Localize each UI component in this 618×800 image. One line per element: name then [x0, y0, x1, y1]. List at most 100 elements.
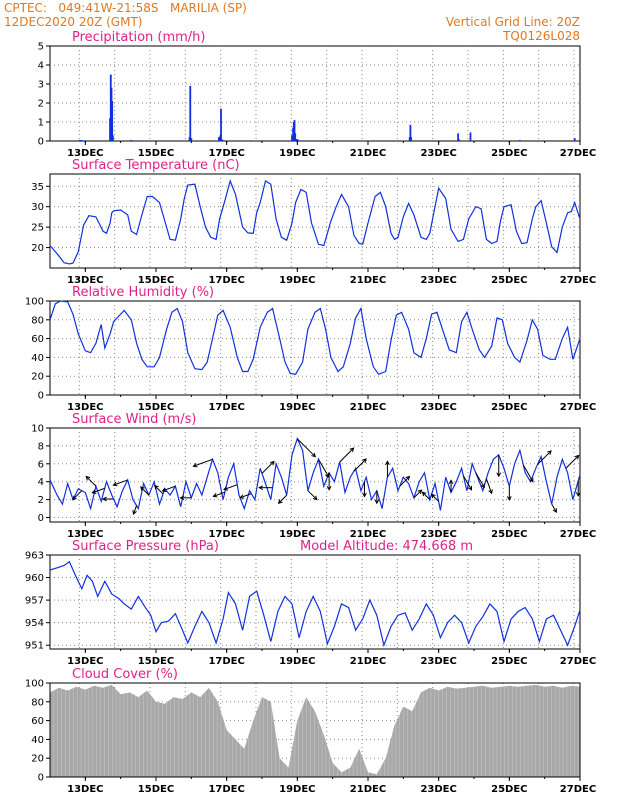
- series-line-temp: [49, 178, 581, 265]
- precip-bar: [189, 85, 192, 141]
- wind-arrow: [258, 485, 273, 491]
- wind-arrow-head: [430, 493, 436, 499]
- wind-arrow: [462, 475, 473, 491]
- wind-arrow-head: [212, 493, 218, 498]
- wind-arrow-head: [506, 496, 512, 501]
- wind-arrow: [506, 486, 512, 501]
- precip-bar: [81, 140, 84, 141]
- x-tick-label: 15DEC: [138, 402, 174, 413]
- precip-bar: [457, 133, 459, 141]
- y-tick-label: 2: [38, 99, 44, 110]
- header-gridline: Vertical Grid Line: 20Z: [445, 15, 580, 29]
- wind-arrow-shaft: [431, 494, 440, 502]
- y-tick-label: 6: [38, 459, 44, 470]
- y-tick-label: 100: [25, 679, 44, 690]
- wind-arrow-head: [349, 447, 355, 453]
- precip-bar: [293, 120, 296, 141]
- y-tick-label: 0: [38, 137, 44, 148]
- wind-arrow-head: [574, 454, 580, 460]
- x-tick-label: 15DEC: [138, 275, 174, 286]
- x-tick-label: 17DEC: [208, 402, 244, 413]
- panel-frame: [49, 173, 581, 269]
- wind-arrow-shaft: [353, 458, 367, 472]
- header-model-code: TQ0126L028: [503, 29, 580, 43]
- x-tick-label: 23DEC: [420, 529, 456, 540]
- y-tick-label: 3: [38, 80, 44, 91]
- precip-bar: [519, 140, 521, 141]
- wind-arrow-shaft: [140, 486, 150, 496]
- wind-arrow-shaft: [261, 461, 275, 474]
- x-tick-label: 25DEC: [491, 656, 527, 667]
- wind-arrow: [277, 494, 288, 505]
- wind-arrow: [261, 460, 275, 474]
- precip-bar: [291, 135, 293, 141]
- wind-arrow: [296, 438, 317, 458]
- x-tick-label: 17DEC: [208, 529, 244, 540]
- x-tick-label: 25DEC: [491, 148, 527, 159]
- x-tick-label: 23DEC: [420, 148, 456, 159]
- wind-arrow-head: [112, 481, 118, 487]
- precip-bar: [111, 135, 114, 141]
- wind-arrow: [85, 475, 97, 487]
- y-tick-label: 8: [38, 441, 44, 452]
- wind-arrow-shaft: [240, 493, 252, 499]
- x-tick-label: 25DEC: [491, 275, 527, 286]
- y-tick-label: 80: [31, 697, 44, 708]
- wind-arrow-head: [312, 495, 318, 501]
- panel-frame: [49, 45, 581, 142]
- wind-arrow-shaft: [422, 491, 431, 500]
- wind-arrow-head: [258, 485, 264, 491]
- precip-bar: [410, 137, 413, 141]
- wind-arrow-head: [362, 492, 367, 498]
- x-tick-label: 13DEC: [67, 402, 103, 413]
- wind-arrow-shaft: [339, 447, 354, 463]
- panel-temp: 20 25 30 35 13DEC 15DEC 17DEC 19DEC 21DEC 23DEC 25…: [31, 158, 596, 286]
- precip-bar: [80, 140, 83, 141]
- panel-title: Surface Temperature (nC): [72, 158, 240, 173]
- wind-arrow-shaft: [154, 485, 164, 495]
- wind-arrow-head: [153, 484, 159, 490]
- wind-arrow: [475, 472, 485, 489]
- x-tick-label: 21DEC: [350, 656, 386, 667]
- wind-arrow-shaft: [318, 459, 330, 478]
- wind-arrow-head: [552, 508, 557, 514]
- y-tick-label: 5: [38, 42, 44, 53]
- wind-arrow: [385, 460, 390, 478]
- y-tick-label: 60: [31, 716, 44, 727]
- wind-arrow-shaft: [92, 487, 105, 494]
- header-datetime: 12DEC2020 20Z (GMT): [4, 15, 143, 29]
- wind-arrow: [326, 472, 332, 491]
- y-tick-label: 4: [38, 61, 44, 72]
- wind-arrow: [353, 458, 367, 472]
- x-tick-label: 19DEC: [279, 656, 315, 667]
- y-tick-label: 1: [38, 118, 44, 129]
- precip-bar: [573, 138, 576, 141]
- y-tick-label: 100: [25, 297, 44, 308]
- y-tick-label: 0: [38, 773, 44, 784]
- panel-pres: 951 954 957 960 963 13DEC 15DEC 17DEC 19DEC 21DEC…: [25, 539, 596, 667]
- panel-frame: [49, 554, 581, 650]
- panel-precip: 0 1 2 3 4 5 13DEC 15DEC 17DEC 19DEC 21DEC 23DEC 25DE…: [38, 30, 597, 159]
- wind-arrow-head: [102, 496, 107, 502]
- x-tick-label: 19DEC: [279, 275, 315, 286]
- x-tick-label: 17DEC: [208, 275, 244, 286]
- x-tick-label: 21DEC: [350, 148, 386, 159]
- y-tick-label: 10: [31, 424, 44, 435]
- y-tick-label: 25: [31, 223, 44, 234]
- wind-arrow: [565, 454, 580, 469]
- wind-arrow: [399, 475, 411, 487]
- panel-rh: 0 20 40 60 80 100 13DEC 15DEC 17DEC 19DEC 21DEC 23D…: [25, 285, 596, 413]
- wind-arrow: [223, 484, 238, 491]
- panel-title: Precipitation (mm/h): [72, 30, 205, 45]
- series-line-rh: [49, 300, 581, 376]
- wind-arrow-head: [575, 492, 581, 497]
- panel-frame: [49, 300, 581, 396]
- precip-bar: [457, 139, 460, 141]
- x-tick-label: 19DEC: [279, 784, 315, 795]
- wind-arrow-head: [140, 486, 145, 491]
- y-tick-label: 40: [31, 353, 44, 364]
- x-tick-label: 27DEC: [560, 529, 596, 540]
- wind-arrow-head: [277, 499, 283, 505]
- wind-arrow: [179, 495, 192, 501]
- wind-arrow-head: [448, 479, 454, 485]
